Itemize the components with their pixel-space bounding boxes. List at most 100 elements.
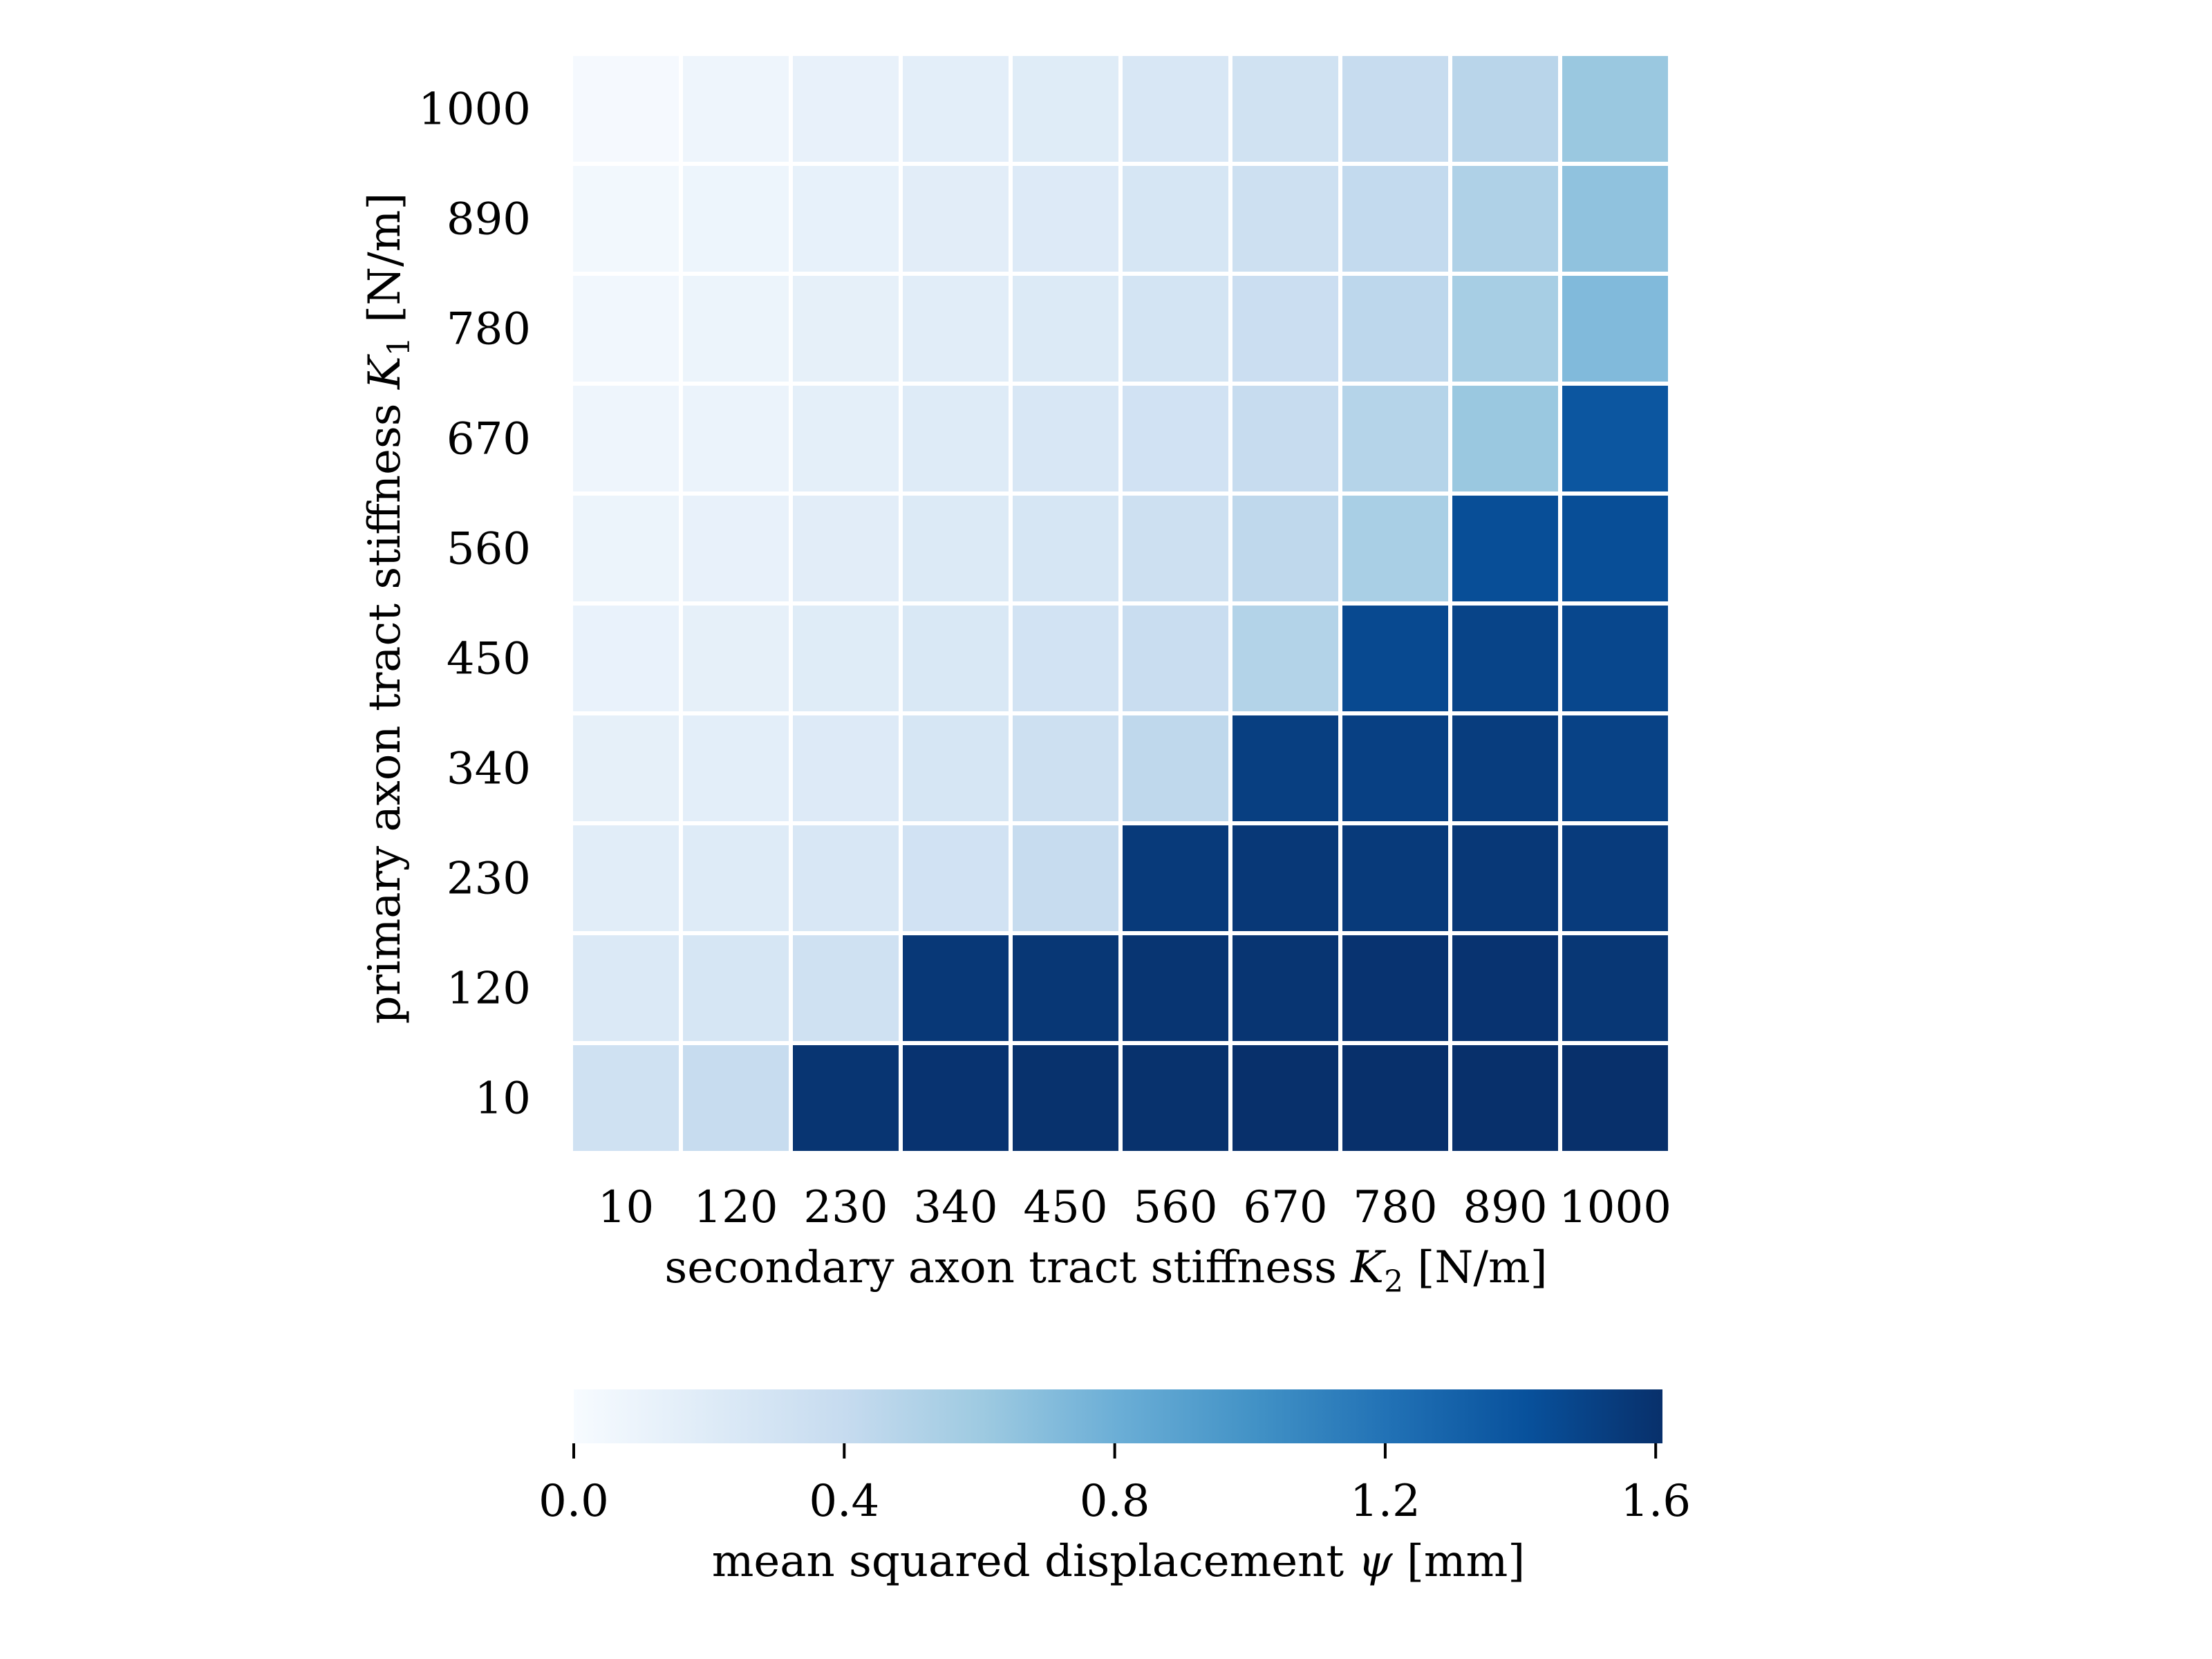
- heatmap-cell: [1560, 164, 1670, 274]
- heatmap-cell: [571, 384, 681, 494]
- y-tick-label: 230: [447, 854, 531, 905]
- heatmap-cell: [1340, 494, 1450, 603]
- heatmap-cell: [1011, 933, 1121, 1043]
- colorbar-tick-label: 0.8: [1080, 1476, 1150, 1527]
- heatmap-cell: [1450, 713, 1560, 823]
- heatmap-cell: [571, 494, 681, 603]
- heatmap-cell: [681, 823, 791, 933]
- heatmap-cell: [1011, 603, 1121, 713]
- heatmap-cell: [791, 1043, 901, 1153]
- heatmap-cell: [571, 933, 681, 1043]
- heatmap-cell: [681, 603, 791, 713]
- heatmap-cell: [571, 164, 681, 274]
- heatmap-cell: [1340, 1043, 1450, 1153]
- heatmap-cell: [1230, 274, 1340, 384]
- heatmap-cell: [901, 603, 1011, 713]
- heatmap-cell: [1230, 933, 1340, 1043]
- heatmap-cell: [1450, 603, 1560, 713]
- x-tick-labels: 10 120 230 340 450 560 670 780 890 1000: [598, 1182, 1671, 1233]
- heatmap-cell: [1560, 603, 1670, 713]
- colorbar-tick-label: 1.6: [1620, 1476, 1691, 1527]
- heatmap-cell: [1230, 494, 1340, 603]
- heatmap-cell: [681, 164, 791, 274]
- heatmap-cell: [1121, 494, 1230, 603]
- heatmap-cell: [1121, 164, 1230, 274]
- heatmap-cell: [901, 494, 1011, 603]
- heatmap-cell: [1121, 713, 1230, 823]
- y-tick-label: 450: [447, 634, 531, 685]
- heatmap-cell: [1011, 823, 1121, 933]
- heatmap-cell: [1340, 603, 1450, 713]
- heatmap-cell: [791, 164, 901, 274]
- heatmap-cell: [571, 1043, 681, 1153]
- heatmap-cell: [1560, 384, 1670, 494]
- heatmap-cell: [1340, 823, 1450, 933]
- heatmap-cell: [791, 603, 901, 713]
- heatmap-cell: [1121, 1043, 1230, 1153]
- heatmap-cell: [791, 713, 901, 823]
- heatmap-cell: [1450, 1043, 1560, 1153]
- heatmap-cell: [1450, 164, 1560, 274]
- heatmap-cell: [1230, 54, 1340, 164]
- heatmap-cell: [1230, 823, 1340, 933]
- heatmap-cell: [901, 933, 1011, 1043]
- heatmap-cell: [1560, 494, 1670, 603]
- heatmap-cell: [1011, 494, 1121, 603]
- heatmap-cell: [571, 54, 681, 164]
- heatmap-cell: [791, 933, 901, 1043]
- heatmap-cell: [1450, 494, 1560, 603]
- heatmap-cell: [1450, 54, 1560, 164]
- x-axis-label: secondary axon tract stiffness K2 [N/m]: [664, 1242, 1547, 1300]
- heatmap-cell: [1230, 164, 1340, 274]
- y-tick-label: 10: [475, 1074, 531, 1125]
- colorbar-tick-label: 0.4: [809, 1476, 879, 1527]
- heatmap-cells: [571, 54, 1670, 1153]
- heatmap-cell: [1450, 274, 1560, 384]
- heatmap-cell: [1121, 54, 1230, 164]
- heatmap-cell: [681, 494, 791, 603]
- heatmap-cell: [1450, 823, 1560, 933]
- heatmap-cell: [1340, 384, 1450, 494]
- y-axis-label: primary axon tract stiffness K1 [N/m]: [359, 193, 417, 1024]
- x-tick-label: 10: [598, 1182, 654, 1233]
- x-tick-label: 560: [1133, 1182, 1217, 1233]
- heatmap-cell: [901, 164, 1011, 274]
- x-tick-label: 890: [1463, 1182, 1547, 1233]
- x-tick-label: 230: [803, 1182, 888, 1233]
- heatmap-cell: [1011, 164, 1121, 274]
- y-tick-label: 780: [447, 304, 531, 355]
- heatmap-cell: [1560, 274, 1670, 384]
- heatmap-cell: [1230, 1043, 1340, 1153]
- colorbar: [574, 1389, 1662, 1443]
- x-tick-label: 450: [1023, 1182, 1107, 1233]
- colorbar-tick-label: 0.0: [538, 1476, 609, 1527]
- x-tick-label: 340: [913, 1182, 997, 1233]
- heatmap-cell: [791, 274, 901, 384]
- heatmap-cell: [1560, 933, 1670, 1043]
- y-tick-label: 670: [447, 414, 531, 465]
- y-tick-label: 890: [447, 194, 531, 245]
- heatmap-cell: [1121, 823, 1230, 933]
- heatmap-cell: [1340, 933, 1450, 1043]
- y-tick-label: 120: [447, 964, 531, 1015]
- heatmap-cell: [901, 823, 1011, 933]
- heatmap-cell: [1560, 823, 1670, 933]
- heatmap-cell: [681, 1043, 791, 1153]
- heatmap-cell: [571, 823, 681, 933]
- y-tick-labels: 1000 890 780 670 560 450 340 230 120 10: [418, 84, 531, 1125]
- heatmap-cell: [1121, 384, 1230, 494]
- x-tick-label: 120: [693, 1182, 778, 1233]
- colorbar-tick-label: 1.2: [1350, 1476, 1421, 1527]
- heatmap-cell: [791, 823, 901, 933]
- heatmap-cell: [1011, 713, 1121, 823]
- heatmap-cell: [681, 713, 791, 823]
- heatmap-cell: [791, 384, 901, 494]
- heatmap-cell: [571, 603, 681, 713]
- heatmap-cell: [1011, 384, 1121, 494]
- heatmap-cell: [1560, 1043, 1670, 1153]
- heatmap-cell: [681, 933, 791, 1043]
- heatmap-cell: [791, 494, 901, 603]
- heatmap-cell: [1450, 384, 1560, 494]
- heatmap-cell: [1230, 603, 1340, 713]
- heatmap-cell: [1230, 384, 1340, 494]
